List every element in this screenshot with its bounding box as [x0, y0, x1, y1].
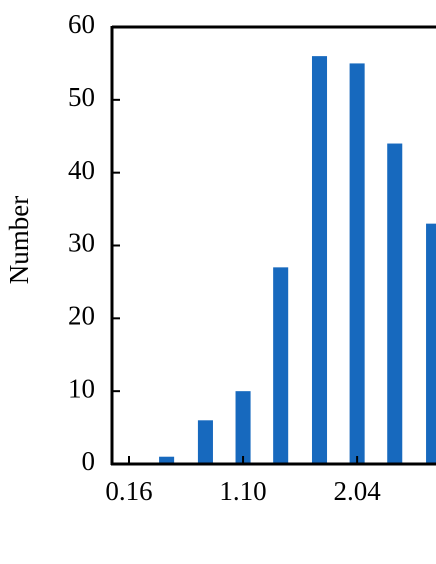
bar: [235, 391, 251, 464]
bar: [349, 63, 365, 464]
bar: [311, 56, 328, 464]
plot-area: [159, 56, 436, 464]
y-tick-label: 0: [82, 446, 96, 476]
y-tick-label: 60: [68, 9, 95, 39]
x-tick-label: 2.04: [333, 476, 381, 506]
bar: [273, 267, 289, 464]
y-tick-label: 30: [68, 228, 95, 258]
y-tick-label: 20: [68, 301, 95, 331]
x-tick-label: 1.10: [219, 476, 266, 506]
y-axis-label: Number: [4, 196, 34, 284]
y-tick-label: 50: [68, 82, 95, 112]
bar: [426, 223, 436, 464]
bar: [387, 143, 403, 464]
bar: [197, 420, 213, 464]
bar: [159, 456, 175, 464]
x-tick-label: 0.16: [105, 476, 152, 506]
y-tick-label: 40: [68, 155, 95, 185]
y-tick-label: 10: [68, 373, 95, 403]
